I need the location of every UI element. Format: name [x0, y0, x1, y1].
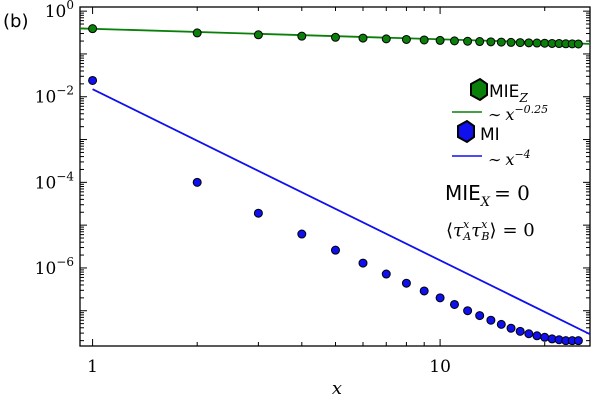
y-tick-label: 10−6 [35, 255, 74, 279]
corr-sub-a: A [462, 230, 471, 243]
x-tick-label: 10 [429, 357, 451, 377]
legend-fit-z: ∼ x−0.25 [452, 103, 548, 124]
y-tick-label-base: 10 [35, 173, 57, 193]
x-tick-labels: 1 10 [87, 357, 451, 377]
y-tick-label-base: 10 [35, 88, 57, 108]
fit-line-fit-mi [92, 88, 590, 336]
legend-label-mi: MI [480, 125, 500, 145]
data-point-mi [515, 326, 525, 336]
data-point-mi [463, 306, 473, 316]
legend-fit-z-exp: −0.25 [514, 103, 548, 116]
y-tick-label-exp: −2 [56, 84, 74, 98]
data-point-mi [573, 336, 583, 346]
corr-sub-b: B [480, 230, 489, 243]
data-point-mie-z [358, 33, 368, 43]
data-point-mie-z [475, 37, 485, 47]
data-point-mi [401, 278, 411, 288]
data-point-mie-z [381, 34, 391, 44]
data-point-mi [381, 269, 391, 279]
data-point-mie-z [88, 24, 98, 34]
data-point-mi [192, 177, 202, 187]
data-point-mie-z [506, 37, 516, 47]
y-tick-label-base: 10 [35, 259, 57, 279]
y-tick-label-exp: 0 [66, 0, 74, 12]
data-point-mi [419, 286, 429, 296]
y-tick-label-exp: −4 [56, 169, 74, 183]
corr-tau-a: τ [453, 220, 464, 241]
data-point-mie-z [297, 31, 307, 41]
annotation-mie-x-eq: = 0 [494, 181, 530, 205]
data-point-mi [524, 329, 534, 339]
data-point-mi [449, 299, 459, 309]
data-point-mi [88, 75, 98, 85]
corr-tau-b: τ [471, 220, 482, 241]
annotation-mie-x-main: MIE [445, 181, 481, 205]
legend-fit-z-base: x [505, 105, 514, 124]
data-point-mie-z [449, 36, 459, 46]
data-point-mie-z [330, 32, 340, 42]
legend-fit-z-prefix: ∼ [488, 105, 501, 124]
corr-sup-a: x [463, 218, 470, 231]
data-point-mie-z [401, 34, 411, 44]
data-point-mie-z [463, 36, 473, 46]
annotation-mie-x-sub: X [480, 195, 491, 210]
data-point-mi [475, 311, 485, 321]
data-point-mie-z [486, 37, 496, 47]
data-point-mi [358, 258, 368, 268]
data-point-mie-z [524, 38, 534, 48]
data-point-mie-z [496, 37, 506, 47]
plot-frame [79, 6, 591, 347]
data-point-mi [253, 208, 263, 218]
data-point-mi [297, 229, 307, 239]
data-point-mi [435, 293, 445, 303]
y-tick-label-exp: −6 [56, 255, 74, 269]
legend-marker-mi [457, 119, 475, 144]
panel-label: (b) [3, 11, 28, 32]
legend-fit-mi-base: x [505, 150, 514, 169]
data-point-mie-z [192, 28, 202, 38]
data-point-mie-z [540, 38, 550, 48]
data-point-mi [506, 323, 516, 333]
legend-mie-z: MIEZ [470, 77, 528, 105]
data-point-mie-z [532, 38, 542, 48]
y-tick-label: 10−4 [35, 169, 75, 193]
annotation-correlator: ⟨τx Aτx B⟩ = 0 [446, 218, 535, 243]
data-point-mi [486, 315, 496, 325]
legend-label-fit-mi: ∼ x−4 [488, 148, 531, 169]
legend-fit-mi: ∼ x−4 [452, 148, 531, 169]
axis-ticks [80, 7, 590, 346]
annotation-mie-x: MIEX = 0 [445, 181, 530, 210]
data-point-mie-z [253, 30, 263, 40]
legend-marker-mie-z [470, 77, 488, 102]
legend-fit-mi-prefix: ∼ [488, 150, 501, 169]
y-tick-label: 10−2 [35, 84, 74, 108]
legend-label-fit-z: ∼ x−0.25 [488, 103, 548, 124]
legend-mie-z-main: MIE [489, 82, 519, 102]
data-point-mie-z [435, 35, 445, 45]
legend-mie-z-sub: Z [518, 91, 528, 105]
legend-fit-mi-exp: −4 [514, 148, 530, 161]
plot-area [80, 24, 590, 346]
corr-eq: = 0 [502, 220, 534, 241]
corr-close: ⟩ [489, 220, 496, 241]
x-tick-label: 1 [87, 357, 98, 377]
corr-open: ⟨ [446, 220, 453, 241]
y-tick-label: 100 [45, 0, 74, 22]
data-point-mie-z [419, 35, 429, 45]
data-point-mi [496, 319, 506, 329]
data-point-mie-z [573, 39, 583, 49]
legend-label-mie-z: MIEZ [489, 82, 528, 105]
x-axis-label: x [332, 378, 342, 399]
data-point-mi [532, 331, 542, 341]
data-point-mi [540, 332, 550, 342]
data-point-mie-z [515, 38, 525, 48]
corr-sup-b: x [481, 218, 488, 231]
legend-mi: MI [457, 119, 500, 145]
y-tick-label-base: 10 [45, 2, 67, 22]
data-point-mi [330, 245, 340, 255]
